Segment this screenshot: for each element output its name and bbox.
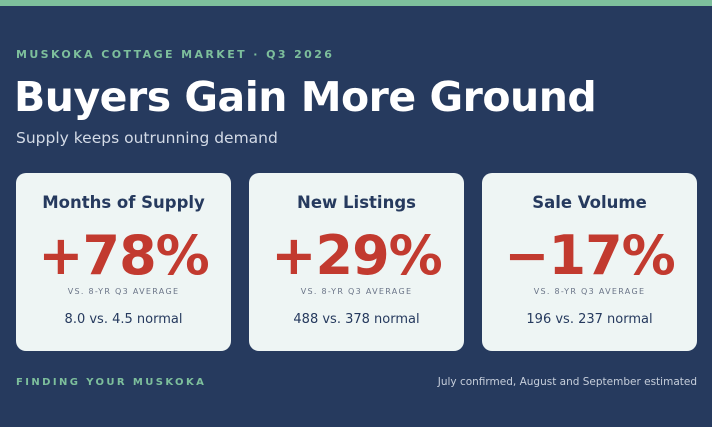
card-value: −17% <box>504 224 676 287</box>
top-accent-bar <box>0 0 712 6</box>
kicker: MUSKOKA COTTAGE MARKET · Q3 2026 <box>16 48 335 61</box>
card-value: +78% <box>38 224 210 287</box>
stat-cards: Months of Supply +78% VS. 8-YR Q3 AVERAG… <box>16 173 697 351</box>
card-value: +29% <box>271 224 443 287</box>
card-detail: 196 vs. 237 normal <box>526 312 653 327</box>
card-title: Sale Volume <box>532 193 647 212</box>
stat-card-sale-volume: Sale Volume −17% VS. 8-YR Q3 AVERAGE 196… <box>482 173 697 351</box>
card-detail: 8.0 vs. 4.5 normal <box>64 312 183 327</box>
card-title: Months of Supply <box>42 193 205 212</box>
subtitle: Supply keeps outrunning demand <box>16 129 278 147</box>
card-caption: VS. 8-YR Q3 AVERAGE <box>300 287 413 296</box>
footer-note: July confirmed, August and September est… <box>437 376 697 388</box>
card-caption: VS. 8-YR Q3 AVERAGE <box>533 287 646 296</box>
footer-brand: FINDING YOUR MUSKOKA <box>16 377 207 388</box>
card-title: New Listings <box>297 193 416 212</box>
page-title: Buyers Gain More Ground <box>14 73 597 121</box>
card-detail: 488 vs. 378 normal <box>293 312 420 327</box>
card-caption: VS. 8-YR Q3 AVERAGE <box>67 287 180 296</box>
stat-card-months-of-supply: Months of Supply +78% VS. 8-YR Q3 AVERAG… <box>16 173 231 351</box>
stat-card-new-listings: New Listings +29% VS. 8-YR Q3 AVERAGE 48… <box>249 173 464 351</box>
